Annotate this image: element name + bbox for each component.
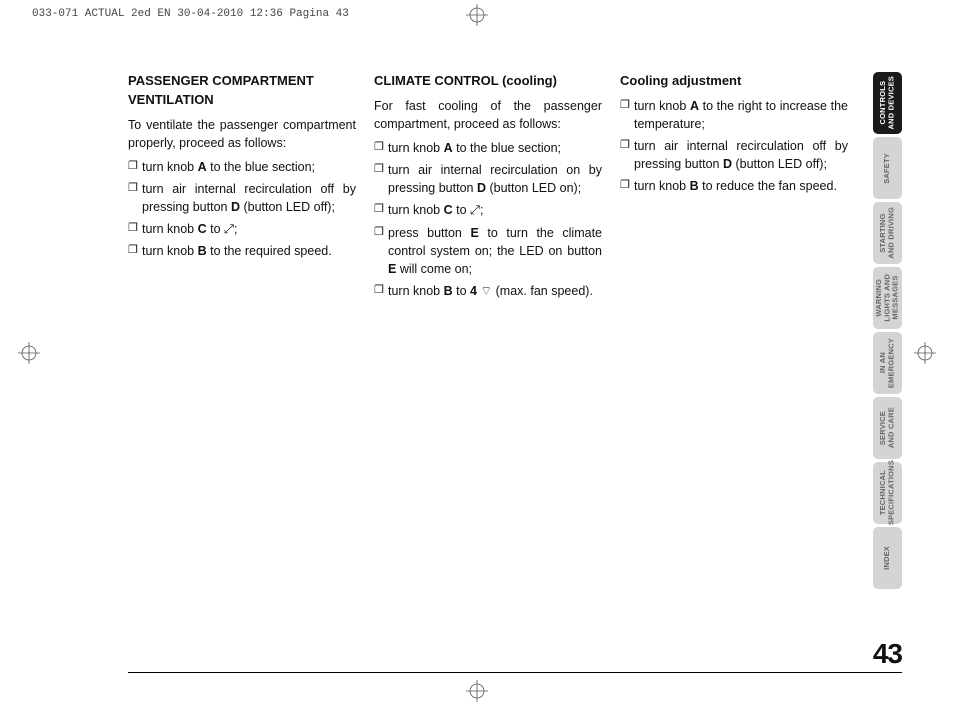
bullet-marker: ❐ (374, 283, 388, 300)
bullet-item: ❐turn knob B to 4 ⌔ (max. fan speed). (374, 282, 602, 300)
bullet-item: ❐turn knob C to ⤢; (374, 201, 602, 219)
side-tab[interactable]: TECHNICAL SPECIFICATIONS (873, 462, 902, 524)
bullet-text: turn air internal recirculation off by p… (142, 180, 356, 216)
bullet-text: turn knob B to the required speed. (142, 242, 356, 260)
side-tab-label: CONTROLS AND DEVICES (879, 76, 896, 129)
bullet-item: ❐turn knob B to reduce the fan speed. (620, 177, 848, 195)
bullet-item: ❐turn air internal recirculation off by … (128, 180, 356, 216)
bullet-item: ❐turn air internal recirculation on by p… (374, 161, 602, 197)
bullet-text: press button E to turn the climate contr… (388, 224, 602, 278)
bullet-marker: ❐ (128, 159, 142, 176)
side-tab-label: IN AN EMERGENCY (879, 338, 896, 388)
content-region: PASSENGER COMPARTMENT VENTILATION To vent… (128, 72, 848, 304)
bullet-marker: ❐ (128, 181, 142, 216)
column-2: CLIMATE CONTROL (cooling) For fast coolin… (374, 72, 602, 304)
bullet-text: turn knob A to the blue section; (142, 158, 356, 176)
side-tab[interactable]: CONTROLS AND DEVICES (873, 72, 902, 134)
side-tab[interactable]: STARTING AND DRIVING (873, 202, 902, 264)
section-title: CLIMATE CONTROL (cooling) (374, 72, 602, 91)
bullet-item: ❐turn air internal recirculation off by … (620, 137, 848, 173)
side-tab-label: TECHNICAL SPECIFICATIONS (879, 460, 896, 525)
bullet-marker: ❐ (374, 202, 388, 219)
bullet-marker: ❐ (620, 98, 634, 133)
side-tab-label: INDEX (883, 546, 891, 570)
section-title: Cooling adjustment (620, 72, 848, 91)
crop-mark-left (18, 342, 40, 364)
print-header: 033-071 ACTUAL 2ed EN 30-04-2010 12:36 P… (32, 8, 349, 20)
bullet-item: ❐turn knob B to the required speed. (128, 242, 356, 260)
side-tab-label: SAFETY (883, 153, 891, 184)
bullet-item: ❐turn knob A to the blue section; (128, 158, 356, 176)
crop-mark-right (914, 342, 936, 364)
bullet-text: turn knob A to the blue section; (388, 139, 602, 157)
bullet-item: ❐turn knob A to the right to increase th… (620, 97, 848, 133)
section-title: PASSENGER COMPARTMENT VENTILATION (128, 72, 356, 110)
section-intro: For fast cooling of the passenger compar… (374, 97, 602, 133)
bullet-marker: ❐ (374, 225, 388, 278)
side-tab[interactable]: SAFETY (873, 137, 902, 199)
bullet-text: turn knob B to 4 ⌔ (max. fan speed). (388, 282, 602, 300)
column-1: PASSENGER COMPARTMENT VENTILATION To vent… (128, 72, 356, 304)
side-tab-label: STARTING AND DRIVING (879, 207, 896, 259)
bullet-item: ❐turn knob A to the blue section; (374, 139, 602, 157)
bullet-text: turn air internal recirculation off by p… (634, 137, 848, 173)
bullet-marker: ❐ (620, 138, 634, 173)
bullet-marker: ❐ (620, 178, 634, 195)
bullet-text: turn knob C to ⤢; (142, 220, 356, 238)
bullet-text: turn knob C to ⤢; (388, 201, 602, 219)
side-tab[interactable]: SERVICE AND CARE (873, 397, 902, 459)
bullet-marker: ❐ (128, 243, 142, 260)
bullet-marker: ❐ (128, 221, 142, 238)
section-intro: To ventilate the passenger compartment p… (128, 116, 356, 152)
bullet-marker: ❐ (374, 162, 388, 197)
crop-mark-bottom (466, 680, 488, 702)
column-3: Cooling adjustment❐turn knob A to the ri… (620, 72, 848, 304)
page-rule (128, 672, 902, 673)
crop-mark-top (466, 4, 488, 26)
side-tab-label: SERVICE AND CARE (879, 407, 896, 448)
side-tabs: CONTROLS AND DEVICES SAFETY STARTING AND D… (873, 72, 902, 592)
side-tab[interactable]: WARNING LIGHTS AND MESSAGES (873, 267, 902, 329)
bullet-text: turn knob B to reduce the fan speed. (634, 177, 848, 195)
bullet-marker: ❐ (374, 140, 388, 157)
bullet-text: turn air internal recirculation on by pr… (388, 161, 602, 197)
side-tab[interactable]: IN AN EMERGENCY (873, 332, 902, 394)
bullet-item: ❐press button E to turn the climate cont… (374, 224, 602, 278)
side-tab-label: WARNING LIGHTS AND MESSAGES (875, 274, 900, 322)
bullet-text: turn knob A to the right to increase the… (634, 97, 848, 133)
page-number: 43 (873, 638, 902, 670)
bullet-item: ❐turn knob C to ⤢; (128, 220, 356, 238)
side-tab[interactable]: INDEX (873, 527, 902, 589)
